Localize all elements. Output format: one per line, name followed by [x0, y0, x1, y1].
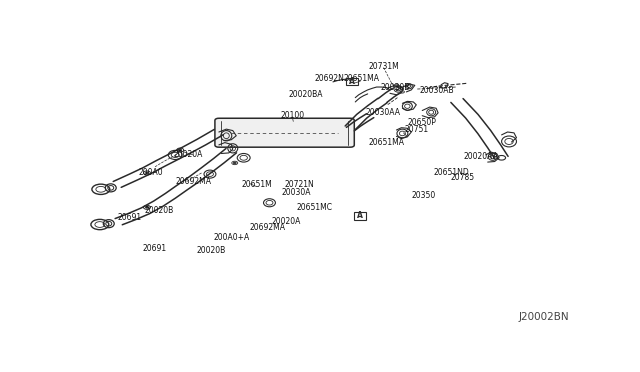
- Text: 20651M: 20651M: [241, 180, 272, 189]
- Text: 20020A: 20020A: [173, 150, 203, 158]
- Text: 20020A: 20020A: [271, 217, 301, 226]
- Circle shape: [179, 149, 182, 151]
- Text: A: A: [357, 211, 363, 221]
- Text: A: A: [349, 77, 355, 86]
- Text: 20691: 20691: [118, 212, 141, 222]
- Text: 200A0+A: 200A0+A: [213, 232, 250, 242]
- Text: 20731M: 20731M: [368, 62, 399, 71]
- Text: 20651MA: 20651MA: [343, 74, 380, 83]
- Text: 20020AA: 20020AA: [463, 152, 498, 161]
- Text: 20751: 20751: [404, 125, 428, 134]
- Text: 20650P: 20650P: [408, 118, 436, 127]
- Text: 200A0: 200A0: [139, 168, 163, 177]
- Text: 20651MC: 20651MC: [296, 203, 333, 212]
- Text: 20691: 20691: [142, 244, 166, 253]
- Text: 20030AA: 20030AA: [365, 108, 400, 117]
- Text: 20692MA: 20692MA: [250, 223, 285, 232]
- Text: J20002BN: J20002BN: [518, 312, 569, 322]
- Text: 20030AB: 20030AB: [420, 86, 454, 95]
- Circle shape: [145, 172, 148, 174]
- Text: 20651ND: 20651ND: [433, 169, 469, 177]
- Text: 20030B: 20030B: [381, 83, 410, 92]
- Text: 20030A: 20030A: [281, 187, 310, 197]
- Text: 20350: 20350: [411, 191, 435, 201]
- Circle shape: [233, 162, 236, 164]
- Text: 20651MA: 20651MA: [369, 138, 404, 147]
- Text: 20721N: 20721N: [285, 180, 315, 189]
- Text: 20020BA: 20020BA: [289, 90, 323, 99]
- FancyBboxPatch shape: [215, 118, 355, 147]
- Text: 20785: 20785: [451, 173, 475, 182]
- Text: 20100: 20100: [280, 111, 305, 120]
- Text: 20692N: 20692N: [314, 74, 344, 83]
- Text: 20020B: 20020B: [197, 246, 226, 255]
- Circle shape: [145, 206, 148, 208]
- Text: 20020B: 20020B: [145, 206, 174, 215]
- Text: 20692MA: 20692MA: [175, 177, 211, 186]
